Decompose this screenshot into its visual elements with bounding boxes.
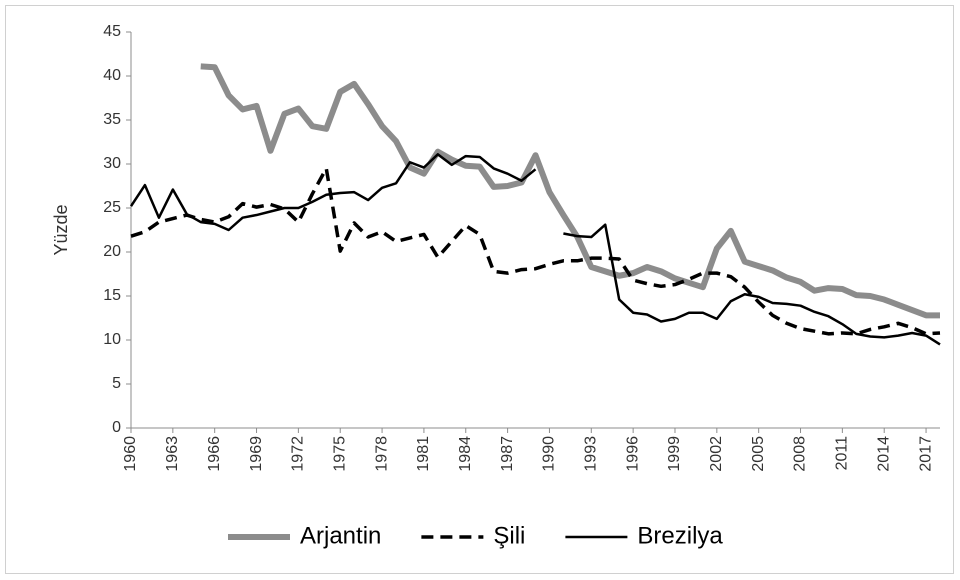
x-tick-label: 1969 [248, 436, 265, 472]
x-tick-label: 1999 [666, 436, 683, 472]
x-tick-label: 1975 [331, 436, 348, 472]
x-tick-label: 1963 [164, 436, 181, 472]
x-tick-label: 2002 [708, 436, 725, 472]
y-tick-label: 30 [103, 155, 121, 172]
x-tick-label: 1966 [206, 436, 223, 472]
x-tick-label: 1960 [122, 436, 139, 472]
x-tick-label: 1984 [457, 436, 474, 472]
y-tick-label: 25 [103, 199, 121, 216]
y-tick-label: 20 [103, 243, 121, 260]
chart-frame [5, 5, 954, 574]
x-tick-label: 2005 [750, 436, 767, 472]
series-line [130, 166, 941, 336]
y-tick-label: 10 [103, 331, 121, 348]
y-tick-label: 15 [103, 287, 121, 304]
x-tick-label: 2008 [792, 436, 809, 472]
x-tick-label: 1990 [541, 436, 558, 472]
x-tick-label: 1987 [499, 436, 516, 472]
x-tick-label: 1996 [624, 436, 641, 472]
y-tick-label: 0 [112, 419, 121, 436]
legend-label: Brezilya [637, 522, 723, 549]
legend-label: Şili [493, 522, 525, 549]
y-tick-label: 35 [103, 111, 121, 128]
x-tick-label: 1993 [583, 436, 600, 472]
x-tick-label: 2014 [875, 436, 892, 472]
x-tick-label: 1981 [415, 436, 432, 472]
x-tick-label: 2017 [917, 436, 934, 472]
x-tick-label: 1972 [290, 436, 307, 472]
y-axis-label: Yüzde [51, 204, 71, 255]
x-tick-label: 2011 [834, 436, 851, 471]
series-line [200, 63, 940, 319]
legend-label: Arjantin [300, 522, 381, 549]
y-tick-label: 5 [112, 375, 121, 392]
y-tick-label: 40 [103, 67, 121, 84]
x-tick-label: 1978 [373, 436, 390, 472]
y-tick-label: 45 [103, 23, 121, 40]
series-line [129, 153, 941, 346]
